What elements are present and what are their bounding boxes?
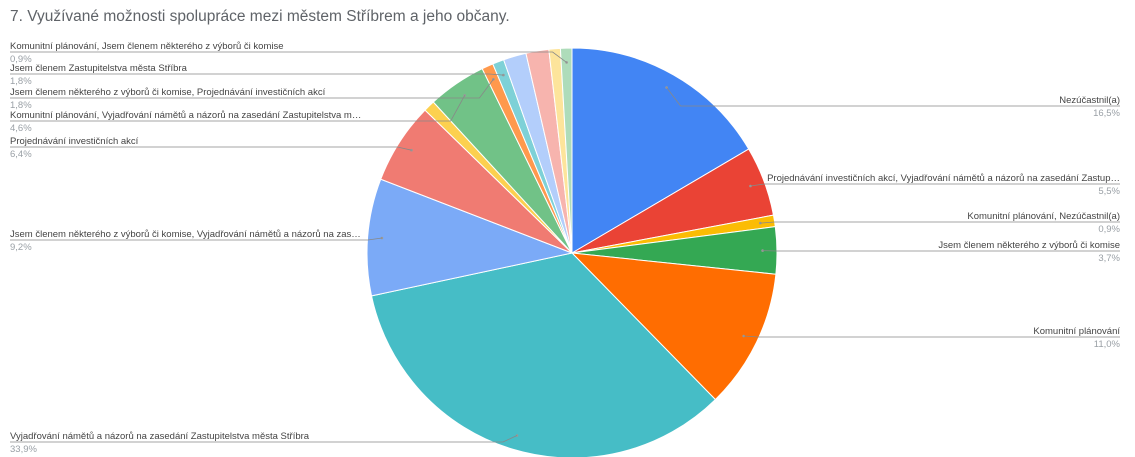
slice-label: Projednávání investičních akcí, Vyjadřov… — [767, 173, 1120, 184]
slice-label: Jsem členem některého z výborů či komise… — [10, 87, 326, 98]
leader-line — [10, 51, 567, 63]
slice-percent: 3,7% — [1098, 253, 1120, 264]
slice-label: Komunitní plánování, Vyjadřování námětů … — [10, 110, 361, 121]
pie-slice — [571, 47, 750, 254]
leader-dot — [380, 236, 384, 240]
slice-percent: 4,6% — [10, 123, 32, 134]
slice-percent: 9,2% — [10, 242, 32, 253]
slice-percent: 33,9% — [10, 444, 37, 455]
pie-slice — [570, 252, 777, 401]
slice-percent: 1,8% — [10, 76, 32, 87]
slice-label: Vyjadřování námětů a názorů na zasedání … — [10, 431, 310, 442]
leader-dot — [502, 73, 505, 77]
slice-percent: 0,9% — [1098, 224, 1120, 235]
slice-percent: 6,4% — [10, 149, 32, 160]
slice-percent: 0,9% — [10, 54, 32, 65]
leader-line — [10, 435, 518, 443]
leader-line — [10, 95, 466, 122]
pie-slice — [559, 47, 573, 254]
slice-percent: 5,5% — [1098, 186, 1120, 197]
slice-label: Komunitní plánování, Nezúčastnil(a) — [967, 211, 1120, 222]
slice-label: Komunitní plánování — [1033, 326, 1120, 337]
leader-line — [760, 221, 1120, 224]
leader-line — [10, 237, 382, 241]
chart-title: 7. Využívané možnosti spolupráce mezi mě… — [10, 8, 510, 25]
leader-line — [10, 146, 412, 151]
slice-label: Projednávání investičních akcí — [10, 136, 139, 147]
slice-label: Jsem členem Zastupitelstva města Stříbra — [10, 63, 188, 74]
slice-percent: 11,0% — [1094, 339, 1121, 350]
slice-percent: 16,5% — [1093, 108, 1120, 119]
leader-line — [750, 183, 1120, 187]
pie-slice — [366, 178, 574, 297]
pie-slice — [370, 252, 717, 457]
leader-line — [10, 79, 494, 99]
leader-line — [666, 87, 1120, 107]
slice-percent: 1,8% — [10, 100, 32, 111]
slice-label: Jsem členem některého z výborů či komise — [938, 240, 1120, 251]
leader-line — [10, 73, 504, 76]
leader-line — [743, 335, 1120, 338]
slice-label: Komunitní plánování, Jsem členem některé… — [10, 41, 284, 52]
slice-label: Nezúčastnil(a) — [1059, 95, 1120, 106]
slice-label: Jsem členem některého z výborů či komise… — [10, 229, 361, 240]
